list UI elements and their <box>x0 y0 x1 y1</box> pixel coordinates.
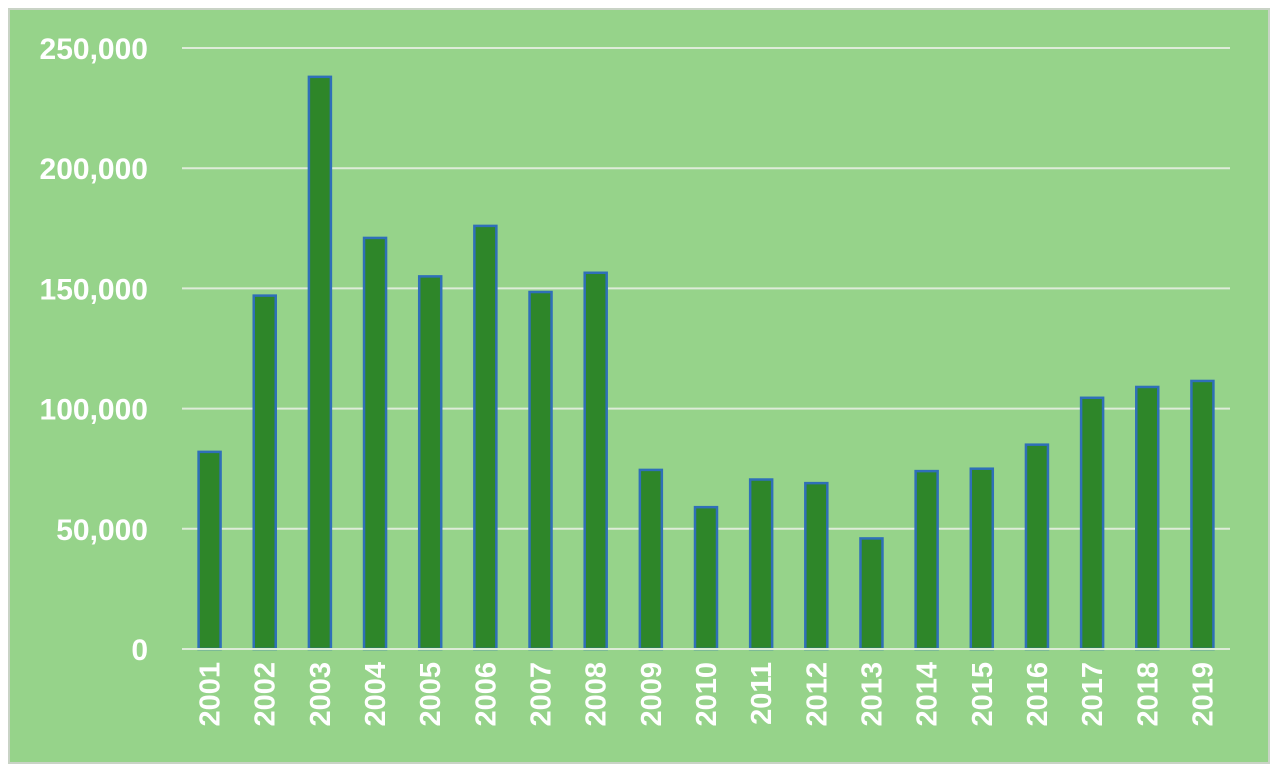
x-tick-label: 2001 <box>195 662 227 727</box>
bars <box>182 75 1230 651</box>
bar-2005 <box>417 275 443 651</box>
bar-2006 <box>473 224 498 651</box>
bar-2015 <box>969 467 995 651</box>
bar-2008 <box>583 271 608 651</box>
x-tick-label: 2007 <box>526 662 558 727</box>
y-tick-label: 250,000 <box>40 33 148 66</box>
x-tick-label: 2012 <box>801 662 833 727</box>
bar-2001 <box>197 450 222 651</box>
x-tick-label: 2004 <box>360 662 392 727</box>
bar-2019 <box>1190 379 1215 651</box>
y-axis-ticks: 0 50,000 100,000 150,000 200,000 250,000 <box>40 33 148 667</box>
x-tick-label: 2017 <box>1077 662 1109 727</box>
x-tick-label: 2002 <box>250 662 282 727</box>
bar-2010 <box>693 505 719 651</box>
bar-2017 <box>1079 396 1105 651</box>
y-tick-label: 100,000 <box>40 394 148 427</box>
bar-2004 <box>362 236 388 651</box>
x-tick-label: 2018 <box>1132 662 1164 727</box>
x-tick-label: 2015 <box>967 662 999 727</box>
bar-2012 <box>804 481 829 651</box>
x-tick-label: 2003 <box>305 662 337 727</box>
bar-2002 <box>252 294 277 651</box>
x-axis-ticks: 2001 2002 2003 2004 2005 2006 2007 2008 2009 2010… <box>195 662 1220 727</box>
y-tick-label: 50,000 <box>56 514 148 547</box>
bar-2009 <box>638 468 664 651</box>
bar-2003 <box>307 75 333 651</box>
x-tick-label: 2016 <box>1022 662 1054 727</box>
x-tick-label: 2010 <box>691 662 723 727</box>
x-tick-label: 2011 <box>746 662 778 725</box>
y-tick-label: 0 <box>131 634 148 667</box>
bar-2014 <box>914 469 939 651</box>
y-tick-label: 150,000 <box>40 273 148 306</box>
bar-2018 <box>1135 385 1160 651</box>
bar-2016 <box>1024 443 1050 651</box>
x-tick-label: 2009 <box>636 662 668 727</box>
bar-2013 <box>859 537 884 651</box>
bar-2007 <box>528 290 553 651</box>
x-tick-label: 2008 <box>581 662 613 727</box>
x-tick-label: 2013 <box>856 662 888 727</box>
x-tick-label: 2005 <box>415 662 447 727</box>
x-tick-label: 2006 <box>470 662 502 727</box>
y-tick-label: 200,000 <box>40 153 148 186</box>
x-tick-label: 2019 <box>1187 662 1219 727</box>
bar-2011 <box>748 478 774 651</box>
x-tick-label: 2014 <box>912 662 944 727</box>
